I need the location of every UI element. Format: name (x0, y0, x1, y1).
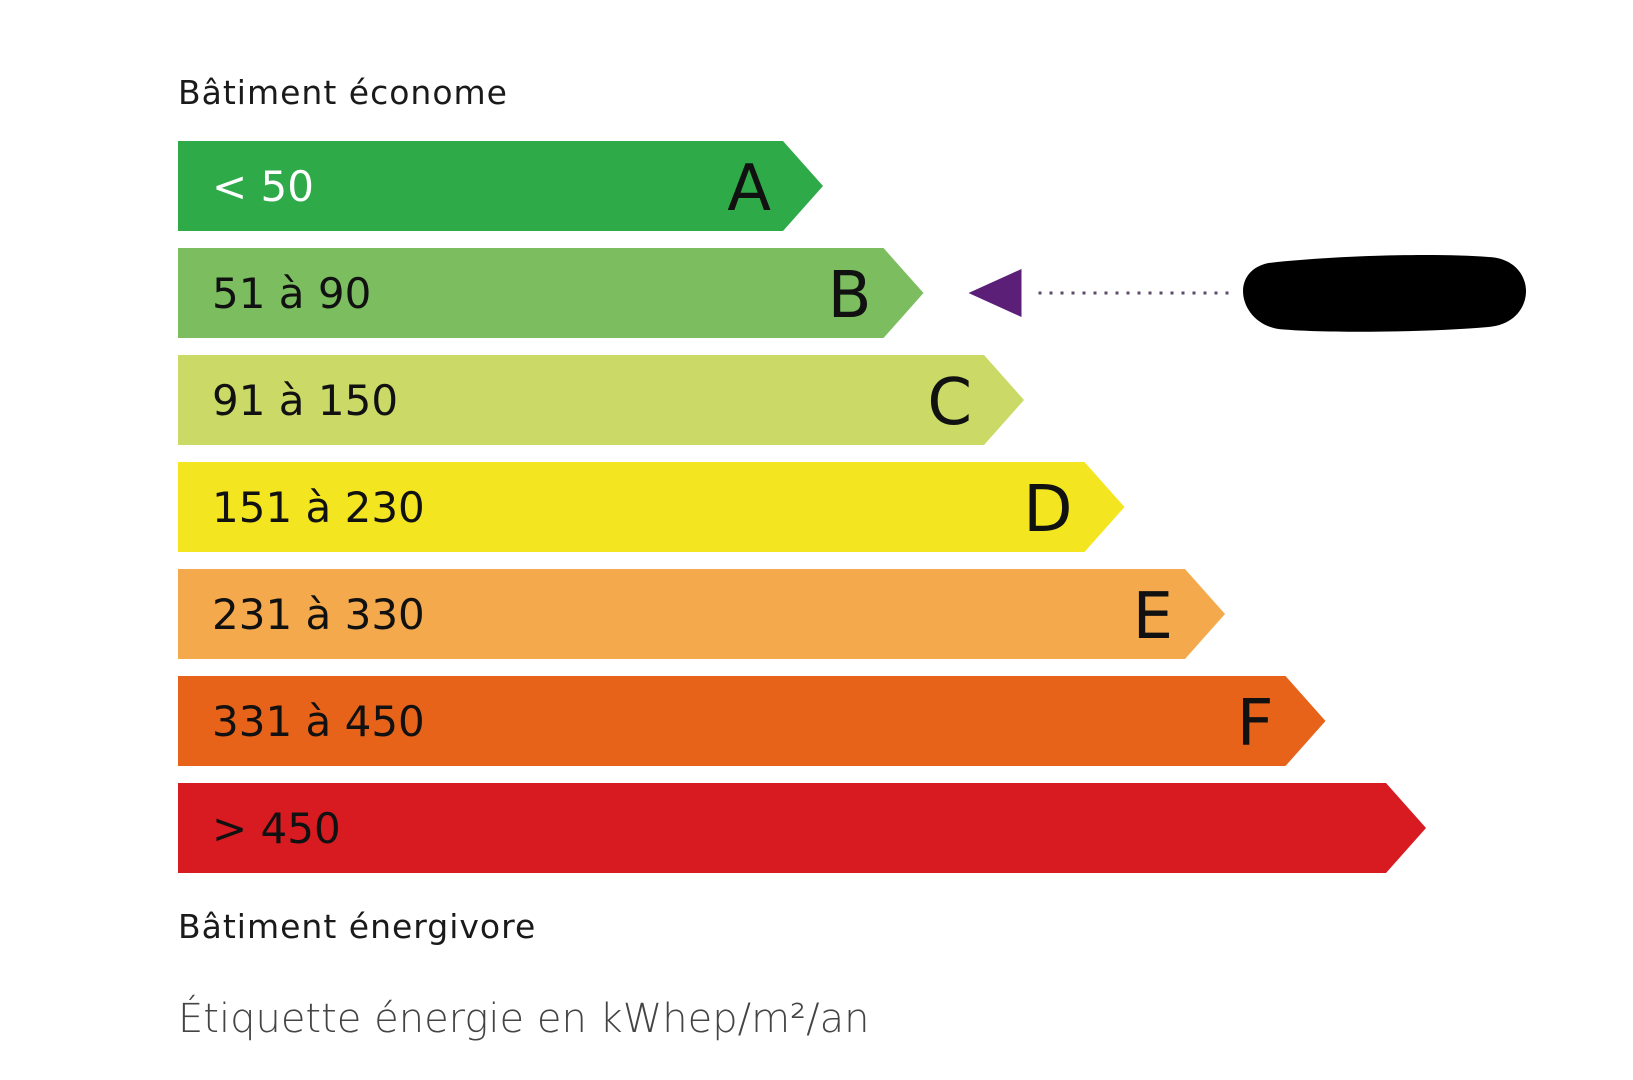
energy-class-c: 91 à 150 C (178, 355, 1024, 445)
class-bar (178, 783, 1426, 873)
class-range: 231 à 330 (212, 590, 425, 639)
energy-class-f: 331 à 450 F (178, 676, 1326, 766)
class-range: > 450 (212, 804, 341, 853)
class-range: 51 à 90 (212, 269, 371, 318)
class-letter: D (1023, 473, 1072, 547)
class-bar (178, 676, 1326, 766)
energy-class-g: > 450 (178, 783, 1426, 873)
top-label: Bâtiment économe (178, 73, 508, 112)
class-letter: B (828, 259, 872, 333)
indicator-arrow-icon (968, 269, 1022, 317)
redacted-value (1243, 255, 1526, 332)
energy-class-e: 231 à 330 E (178, 569, 1225, 659)
energy-class-d: 151 à 230 D (178, 462, 1125, 552)
class-range: 151 à 230 (212, 483, 425, 532)
energy-class-b: 51 à 90 B (178, 248, 924, 338)
caption: Étiquette énergie en kWhep/m²/an (178, 994, 869, 1042)
current-class-indicator (968, 255, 1526, 332)
class-range: < 50 (212, 162, 314, 211)
class-letter: A (727, 152, 771, 226)
class-range: 91 à 150 (212, 376, 398, 425)
class-range: 331 à 450 (212, 697, 425, 746)
bottom-label: Bâtiment énergivore (178, 907, 536, 946)
energy-class-a: < 50 A (178, 141, 823, 231)
class-bar (178, 141, 823, 231)
class-bar (178, 569, 1225, 659)
class-letter: F (1237, 687, 1274, 761)
class-bar (178, 248, 924, 338)
class-letter: E (1133, 580, 1173, 654)
class-bar (178, 462, 1125, 552)
class-letter: C (927, 366, 972, 440)
class-bar (178, 355, 1024, 445)
